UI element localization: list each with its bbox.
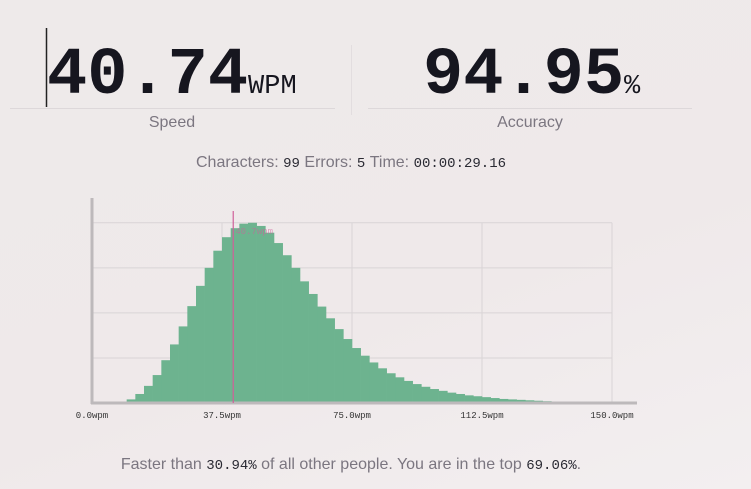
bar xyxy=(326,318,335,403)
bar xyxy=(196,285,205,403)
accuracy-unit: % xyxy=(624,72,641,102)
bar xyxy=(204,267,214,403)
characters-label: Characters: xyxy=(196,154,279,171)
time-label: Time: xyxy=(370,154,409,171)
bar xyxy=(222,237,231,403)
bar xyxy=(135,393,145,403)
bar xyxy=(170,344,179,403)
stats-line: Characters: 99 Errors: 5 Time: 00:00:29.… xyxy=(196,154,506,172)
bar xyxy=(508,399,517,403)
bar xyxy=(352,348,361,403)
bar xyxy=(161,360,171,403)
bar xyxy=(282,255,292,403)
bar xyxy=(404,380,413,403)
bar xyxy=(464,395,474,403)
bar xyxy=(499,398,509,403)
x-tick-label: 0.0wpm xyxy=(76,411,108,421)
x-tick-label: 37.5wpm xyxy=(203,411,241,421)
bar xyxy=(456,393,465,403)
bar xyxy=(412,384,422,403)
speed-unit: WPM xyxy=(248,72,297,102)
bar xyxy=(256,225,266,403)
errors-label: Errors: xyxy=(304,154,352,171)
bar xyxy=(230,228,240,403)
footer: Faster than 30.94% of all other people. … xyxy=(121,456,581,474)
bar xyxy=(126,399,136,403)
characters-value: 99 xyxy=(283,156,300,172)
bar xyxy=(430,389,439,403)
histogram: 0.0wpm 37.5wpm 75.0wpm 112.5wpm 150.0wpm 40.7… xyxy=(76,198,637,421)
speed-value: 40.74 xyxy=(47,38,248,114)
footer-text: of all other people. You are in the top xyxy=(261,456,522,473)
bar xyxy=(248,222,257,403)
bar xyxy=(516,399,526,403)
bar xyxy=(265,232,275,403)
bar xyxy=(421,386,431,403)
faster-than: 30.94% xyxy=(206,458,257,474)
bar xyxy=(343,339,353,403)
bar xyxy=(300,281,309,403)
bar xyxy=(334,329,344,403)
bar xyxy=(239,223,249,403)
bar xyxy=(378,368,387,403)
accuracy-label: Accuracy xyxy=(497,114,563,131)
x-tick-label: 150.0wpm xyxy=(590,411,633,421)
x-tick-label: 112.5wpm xyxy=(460,411,503,421)
footer-text: Faster than xyxy=(121,456,202,473)
accuracy-display: 94.95% xyxy=(423,38,641,114)
bar xyxy=(187,306,197,403)
speed-display: 40.74WPM xyxy=(47,38,297,114)
bar xyxy=(152,375,162,403)
time-value: 00:00:29.16 xyxy=(414,156,506,172)
accuracy-value: 94.95 xyxy=(423,38,624,114)
speed-label: Speed xyxy=(149,114,195,131)
footer-text: . xyxy=(577,456,581,473)
errors-value: 5 xyxy=(357,156,365,172)
bar xyxy=(144,385,153,403)
x-tick-label: 75.0wpm xyxy=(333,411,371,421)
top-percent: 69.06% xyxy=(526,458,577,474)
marker-label: 40.7wpm xyxy=(235,227,273,237)
bar xyxy=(178,326,188,403)
bar xyxy=(386,373,396,403)
bar xyxy=(369,362,379,403)
bar xyxy=(308,293,318,403)
bar xyxy=(482,397,491,403)
bar xyxy=(213,250,223,403)
bar xyxy=(490,398,500,403)
bar xyxy=(473,396,483,403)
bar xyxy=(274,243,283,403)
bar xyxy=(395,377,405,403)
bar xyxy=(317,306,327,403)
bar xyxy=(447,392,457,403)
bar xyxy=(291,267,301,403)
bar xyxy=(438,390,448,403)
bar xyxy=(360,355,370,403)
